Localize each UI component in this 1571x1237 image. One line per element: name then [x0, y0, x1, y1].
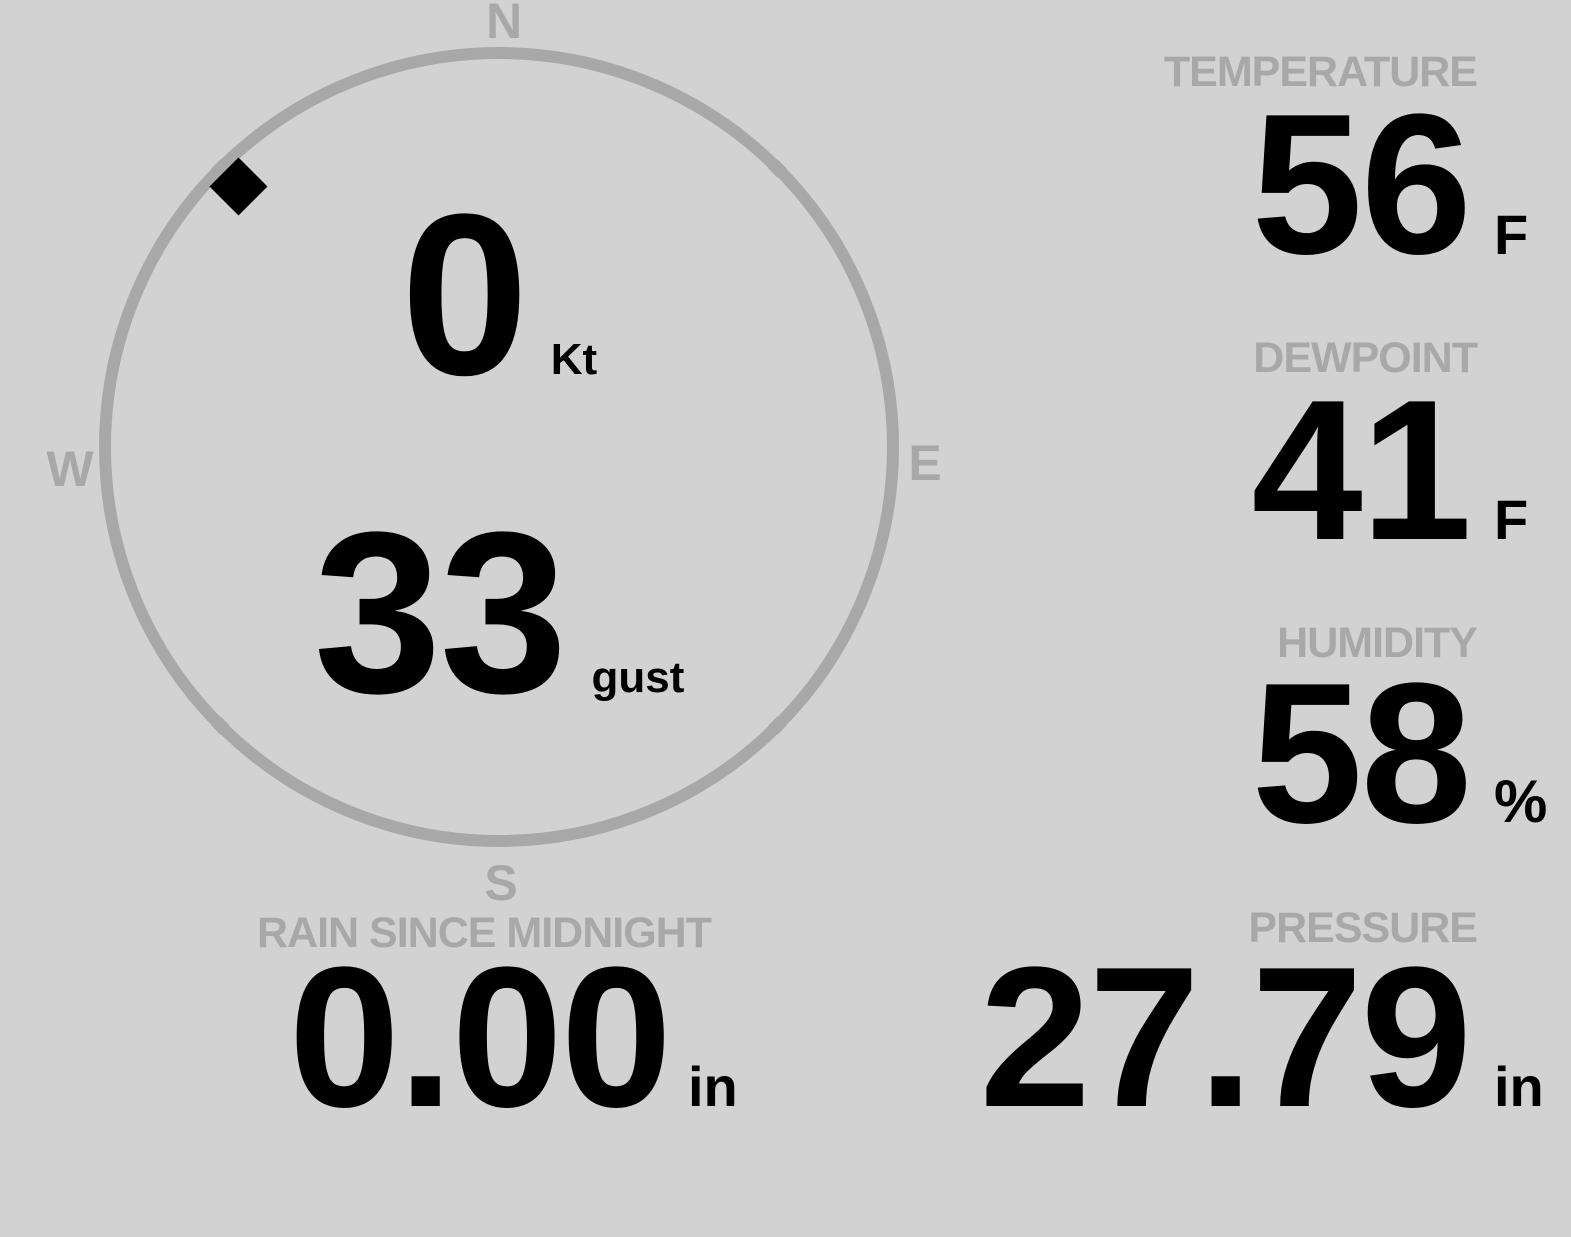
dewpoint-value: 41	[1251, 359, 1472, 582]
compass-label-north: N	[485, 0, 523, 49]
wind-gust-unit: gust	[591, 653, 685, 702]
pressure-value: 27.79	[979, 926, 1472, 1149]
dewpoint-label: DEWPOINT	[1253, 334, 1478, 382]
wind-speed-readout: 0 Kt	[99, 180, 899, 410]
pressure-label: PRESSURE	[1248, 904, 1478, 952]
rain-unit: in	[688, 1055, 738, 1118]
wind-gust-value: 33	[313, 484, 568, 741]
humidity-label: HUMIDITY	[1277, 619, 1478, 667]
wind-speed-unit: Kt	[550, 335, 598, 384]
wind-gust-readout: 33 gust	[99, 498, 899, 728]
compass-label-west: W	[46, 441, 94, 497]
dewpoint-unit: F	[1494, 488, 1529, 551]
wind-speed-value: 0	[400, 166, 529, 423]
humidity-unit: %	[1494, 768, 1548, 835]
compass-label-south: S	[484, 855, 518, 911]
compass-label-east: E	[908, 435, 942, 491]
temperature-value: 56	[1251, 73, 1472, 296]
rain-value: 0.00	[288, 926, 672, 1149]
rain-label: RAIN SINCE MIDNIGHT	[257, 909, 712, 957]
temperature-unit: F	[1494, 203, 1529, 266]
humidity-value: 58	[1251, 642, 1472, 865]
pressure-unit: in	[1494, 1055, 1544, 1118]
temperature-label: TEMPERATURE	[1163, 48, 1478, 96]
